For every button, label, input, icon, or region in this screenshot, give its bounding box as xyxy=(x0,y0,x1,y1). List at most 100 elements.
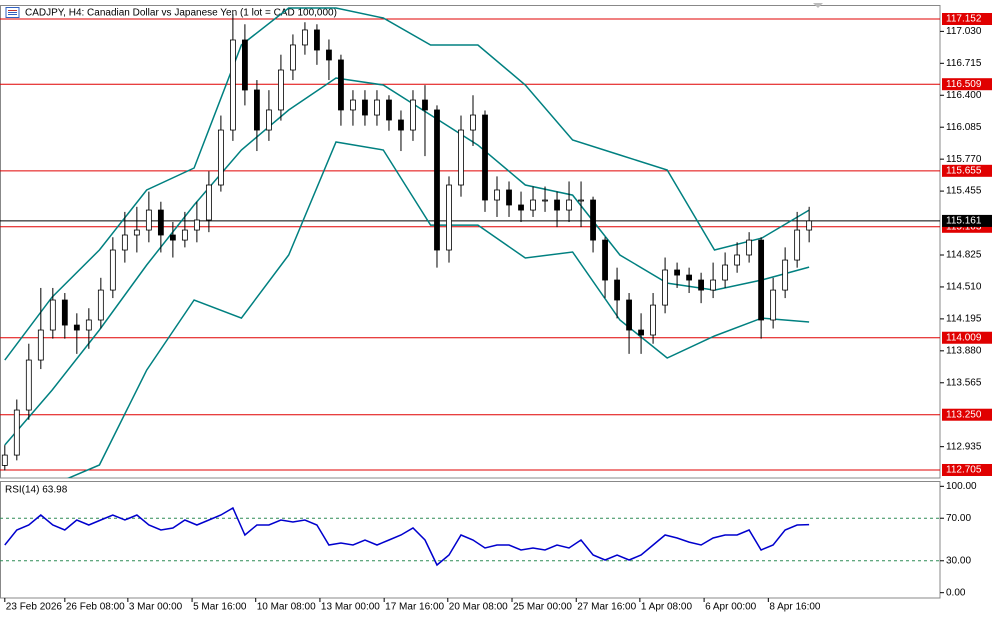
candle-body xyxy=(266,109,272,131)
x-tick-label: 17 Mar 16:00 xyxy=(385,602,444,613)
candle-body xyxy=(698,279,704,291)
rsi-panel xyxy=(0,481,941,599)
candle-body xyxy=(482,114,488,201)
candle-body xyxy=(722,264,729,281)
candle-body xyxy=(1,454,8,466)
candle-body xyxy=(770,289,777,321)
x-tick-label: 23 Feb 2026 xyxy=(6,602,63,613)
level-tag xyxy=(942,331,992,344)
candle-body xyxy=(217,129,224,186)
candle-body xyxy=(25,359,32,411)
y-tick-label: 30.00 xyxy=(946,555,971,566)
plot-area xyxy=(4,506,810,567)
y-tick-label: 112.935 xyxy=(946,441,982,452)
y-tick-label: 116.085 xyxy=(946,122,982,133)
candle-body xyxy=(193,219,200,231)
candle-body xyxy=(374,99,380,116)
candle-body xyxy=(602,239,608,281)
candle-body xyxy=(205,184,212,221)
candle-body xyxy=(37,329,44,361)
candle-body xyxy=(530,199,536,211)
level-label: 116.509 xyxy=(946,79,982,90)
candle-body xyxy=(806,220,813,231)
candle-body xyxy=(350,99,356,111)
x-tick-label: 8 Apr 16:00 xyxy=(769,602,821,613)
candle-body xyxy=(169,234,176,241)
candle-body xyxy=(686,274,692,281)
candle-body xyxy=(650,304,656,336)
bollinger-band xyxy=(4,77,810,446)
rsi-title: RSI(14) 63.98 xyxy=(5,485,68,496)
x-tick-label: 25 Mar 00:00 xyxy=(513,602,572,613)
level-label: 115.655 xyxy=(946,165,982,176)
level-tag xyxy=(942,12,992,25)
candle-body xyxy=(338,59,344,111)
candle-body xyxy=(470,114,476,131)
candle-body xyxy=(157,209,164,236)
y-tick-label: 70.00 xyxy=(946,513,971,524)
x-tick-label: 20 Mar 08:00 xyxy=(449,602,508,613)
y-tick-label: 115.770 xyxy=(946,154,982,165)
candle-body xyxy=(242,39,248,91)
y-tick-label: 100.00 xyxy=(946,481,977,492)
candle-body xyxy=(314,29,320,51)
candle-body xyxy=(614,279,620,301)
candle-body xyxy=(446,184,452,251)
candle-body xyxy=(97,289,104,321)
candle-body xyxy=(278,69,284,111)
level-label: 114.009 xyxy=(946,332,982,343)
level-label: 113.250 xyxy=(946,409,982,420)
candle-body xyxy=(458,129,464,186)
level-label: 115.103 xyxy=(946,221,982,232)
candle-body xyxy=(542,199,548,202)
level-label: 117.152 xyxy=(946,14,982,25)
candle-body xyxy=(386,99,392,121)
y-tick-label: 116.715 xyxy=(946,58,982,69)
candle-body xyxy=(229,39,236,131)
last-price-tag xyxy=(942,214,992,227)
candle-body xyxy=(590,199,596,241)
rsi-line xyxy=(4,506,810,567)
candle-body xyxy=(121,234,128,251)
candle-body xyxy=(109,249,116,291)
x-tick-label: 3 Mar 00:00 xyxy=(129,602,183,613)
candle-body xyxy=(734,254,741,266)
candle-body xyxy=(506,189,512,206)
last-price-label: 115.161 xyxy=(946,216,982,227)
candle-body xyxy=(410,99,416,131)
candle-body xyxy=(13,409,20,456)
symbol-icon xyxy=(5,7,20,18)
x-tick-label: 1 Apr 08:00 xyxy=(641,602,693,613)
plot-area xyxy=(0,7,940,478)
candle-body xyxy=(494,189,500,201)
level-label: 112.705 xyxy=(946,465,982,476)
candle-body xyxy=(290,44,296,71)
y-tick-label: 117.030 xyxy=(946,26,982,37)
candle-body xyxy=(49,299,56,331)
candle-body xyxy=(626,299,632,331)
level-tag xyxy=(942,164,992,177)
candle-body xyxy=(61,299,68,326)
y-tick-label: 115.455 xyxy=(946,186,982,197)
candle-body xyxy=(133,229,140,236)
candle-body xyxy=(254,89,260,131)
candle-body xyxy=(434,109,440,251)
candle-body xyxy=(782,259,789,291)
candle-body xyxy=(518,204,524,211)
candle-body xyxy=(326,49,332,61)
candle-body xyxy=(578,199,584,202)
bollinger-band xyxy=(4,7,810,361)
candle-body xyxy=(758,239,765,321)
y-tick-label: 113.880 xyxy=(946,345,982,356)
level-tag xyxy=(942,408,992,421)
candle-body xyxy=(302,29,308,46)
level-tag xyxy=(942,463,992,476)
x-tick-label: 27 Mar 16:00 xyxy=(577,602,636,613)
candle-body xyxy=(422,99,428,111)
candle-body xyxy=(662,269,668,306)
candle-body xyxy=(554,199,560,211)
bollinger-band xyxy=(66,141,810,478)
candle-body xyxy=(145,209,152,231)
y-tick-label: 114.825 xyxy=(946,250,982,261)
